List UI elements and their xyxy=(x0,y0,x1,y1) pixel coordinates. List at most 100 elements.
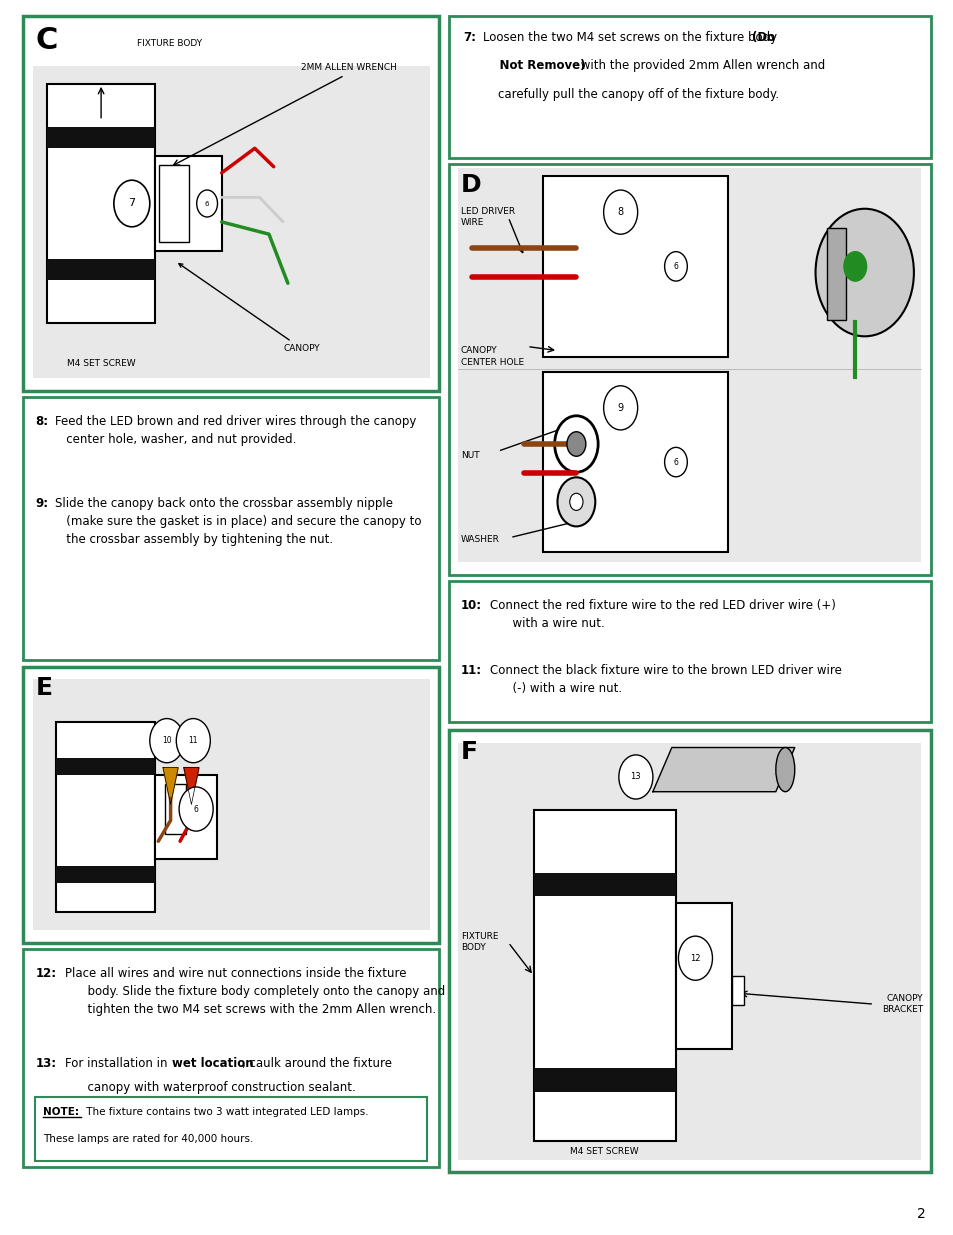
Bar xyxy=(159,165,189,242)
Text: Loosen the two M4 set screws on the fixture body: Loosen the two M4 set screws on the fixt… xyxy=(482,31,780,44)
Circle shape xyxy=(815,209,913,336)
Bar xyxy=(35,1097,426,1161)
Circle shape xyxy=(618,755,652,799)
Circle shape xyxy=(603,385,637,430)
Text: 12:: 12: xyxy=(35,967,56,981)
Text: 13: 13 xyxy=(630,772,640,782)
Text: Not Remove): Not Remove) xyxy=(482,59,584,73)
Text: 6: 6 xyxy=(193,804,198,814)
Text: 7: 7 xyxy=(128,199,135,209)
Text: WASHER: WASHER xyxy=(460,535,499,545)
Bar xyxy=(47,84,155,324)
Bar xyxy=(56,866,155,883)
Text: 6: 6 xyxy=(673,262,678,270)
Circle shape xyxy=(150,719,184,763)
Circle shape xyxy=(196,190,217,217)
Bar xyxy=(542,372,727,552)
Text: 10: 10 xyxy=(162,736,172,745)
Text: CANOPY: CANOPY xyxy=(179,263,320,353)
Text: 7:: 7: xyxy=(462,31,476,44)
Text: (Do: (Do xyxy=(751,31,775,44)
Text: C: C xyxy=(35,26,58,56)
Bar xyxy=(533,873,675,897)
Polygon shape xyxy=(163,768,178,804)
Text: FIXTURE BODY: FIXTURE BODY xyxy=(137,38,202,47)
Bar xyxy=(56,758,155,776)
Text: F: F xyxy=(460,740,477,764)
Text: 11:: 11: xyxy=(460,664,481,677)
Circle shape xyxy=(843,252,865,282)
Circle shape xyxy=(176,719,210,763)
Bar xyxy=(56,721,155,911)
Text: Connect the red fixture wire to the red LED driver wire (+)
      with a wire nu: Connect the red fixture wire to the red … xyxy=(490,599,835,630)
Circle shape xyxy=(678,936,712,981)
Text: Connect the black fixture wire to the brown LED driver wire
      (-) with a wir: Connect the black fixture wire to the br… xyxy=(490,664,841,695)
Bar xyxy=(47,258,155,280)
Text: 9: 9 xyxy=(617,403,623,412)
Circle shape xyxy=(566,432,585,456)
Text: 9:: 9: xyxy=(35,498,49,510)
Text: 10:: 10: xyxy=(460,599,481,613)
Bar xyxy=(32,679,429,930)
Bar xyxy=(155,776,216,858)
Circle shape xyxy=(569,493,582,510)
Bar xyxy=(47,127,155,148)
Text: carefully pull the canopy off of the fixture body.: carefully pull the canopy off of the fix… xyxy=(482,88,778,100)
Circle shape xyxy=(603,190,637,235)
Text: NOTE:: NOTE: xyxy=(43,1107,79,1116)
Circle shape xyxy=(664,447,686,477)
Bar xyxy=(448,16,930,158)
Bar xyxy=(675,903,732,1049)
Circle shape xyxy=(179,787,213,831)
Bar xyxy=(533,1068,675,1092)
Text: NUT: NUT xyxy=(460,451,479,459)
Text: The fixture contains two 3 watt integrated LED lamps.: The fixture contains two 3 watt integrat… xyxy=(83,1107,368,1116)
Text: LED DRIVER
WIRE: LED DRIVER WIRE xyxy=(460,206,515,227)
Circle shape xyxy=(113,180,150,227)
Bar xyxy=(448,580,930,721)
Circle shape xyxy=(664,252,686,282)
Text: 6: 6 xyxy=(673,458,678,467)
Polygon shape xyxy=(184,768,199,804)
Ellipse shape xyxy=(775,747,794,792)
Bar xyxy=(23,948,438,1167)
Text: with the provided 2mm Allen wrench and: with the provided 2mm Allen wrench and xyxy=(577,59,824,73)
Bar xyxy=(23,16,438,390)
Text: 2MM ALLEN WRENCH: 2MM ALLEN WRENCH xyxy=(300,63,396,72)
Text: 11: 11 xyxy=(189,736,198,745)
Bar xyxy=(533,810,675,1141)
Text: 6: 6 xyxy=(205,200,209,206)
Bar xyxy=(826,227,845,320)
Text: wet location: wet location xyxy=(172,1057,253,1070)
Bar xyxy=(457,742,921,1160)
Text: 12: 12 xyxy=(689,953,700,963)
Text: M4 SET SCREW: M4 SET SCREW xyxy=(67,359,135,368)
Text: 8: 8 xyxy=(617,207,623,217)
Bar xyxy=(448,163,930,574)
Circle shape xyxy=(554,416,598,472)
Text: M4 SET SCREW: M4 SET SCREW xyxy=(570,1147,639,1156)
Bar xyxy=(542,175,727,357)
Text: CANOPY
CENTER HOLE: CANOPY CENTER HOLE xyxy=(460,347,523,367)
Text: canopy with waterproof construction sealant.: canopy with waterproof construction seal… xyxy=(65,1081,355,1094)
Bar xyxy=(457,363,921,562)
Text: 8:: 8: xyxy=(35,415,49,429)
Text: , caulk around the fixture: , caulk around the fixture xyxy=(242,1057,392,1070)
Bar xyxy=(732,976,743,1005)
Text: CANOPY
BRACKET: CANOPY BRACKET xyxy=(882,994,923,1014)
Circle shape xyxy=(557,477,595,526)
Bar xyxy=(23,667,438,942)
Bar xyxy=(32,65,429,378)
Text: Feed the LED brown and red driver wires through the canopy
   center hole, washe: Feed the LED brown and red driver wires … xyxy=(55,415,416,446)
Text: E: E xyxy=(35,677,52,700)
Text: These lamps are rated for 40,000 hours.: These lamps are rated for 40,000 hours. xyxy=(43,1134,253,1144)
Bar xyxy=(457,168,921,367)
Bar xyxy=(448,730,930,1172)
Text: Place all wires and wire nut connections inside the fixture
      body. Slide th: Place all wires and wire nut connections… xyxy=(65,967,444,1016)
Bar xyxy=(165,784,186,834)
Polygon shape xyxy=(652,747,794,792)
Text: D: D xyxy=(460,173,481,198)
Text: 13:: 13: xyxy=(35,1057,56,1070)
Text: For installation in: For installation in xyxy=(65,1057,171,1070)
Text: Slide the canopy back onto the crossbar assembly nipple
   (make sure the gasket: Slide the canopy back onto the crossbar … xyxy=(55,498,421,546)
